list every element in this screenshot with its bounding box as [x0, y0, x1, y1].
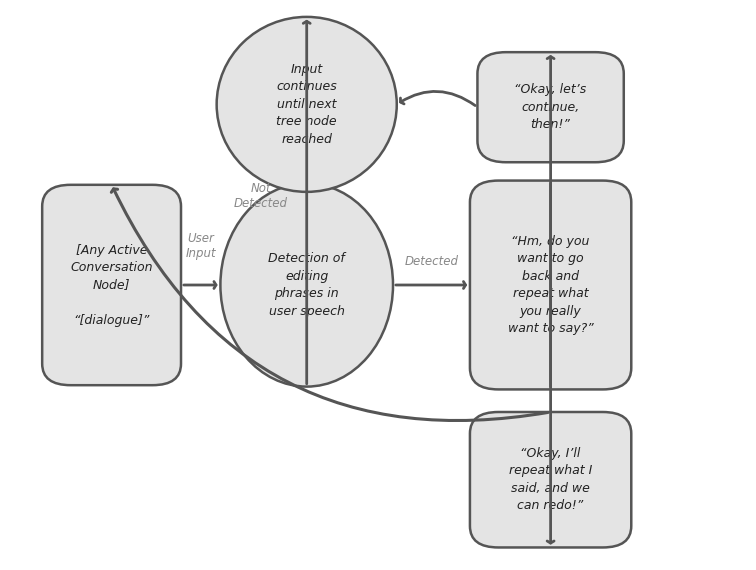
FancyBboxPatch shape	[470, 181, 631, 389]
FancyBboxPatch shape	[470, 412, 631, 547]
Text: “Hm, do you
want to go
back and
repeat what
you really
want to say?”: “Hm, do you want to go back and repeat w…	[508, 235, 593, 335]
Ellipse shape	[221, 184, 393, 386]
Text: “Okay, let’s
continue,
then!”: “Okay, let’s continue, then!”	[515, 83, 587, 131]
Ellipse shape	[217, 17, 397, 192]
Text: Not
Detected: Not Detected	[234, 182, 288, 210]
Text: Detected: Detected	[404, 255, 458, 268]
FancyBboxPatch shape	[42, 185, 181, 385]
Text: [Any Active
Conversation
Node]

“[dialogue]”: [Any Active Conversation Node] “[dialogu…	[70, 243, 153, 327]
FancyBboxPatch shape	[478, 52, 624, 162]
Text: Input
continues
until next
tree node
reached: Input continues until next tree node rea…	[277, 63, 337, 146]
Text: User
Input: User Input	[185, 231, 216, 259]
Text: Detection of
editing
phrases in
user speech: Detection of editing phrases in user spe…	[268, 253, 345, 317]
Text: “Okay, I’ll
repeat what I
said, and we
can redo!”: “Okay, I’ll repeat what I said, and we c…	[509, 447, 592, 512]
